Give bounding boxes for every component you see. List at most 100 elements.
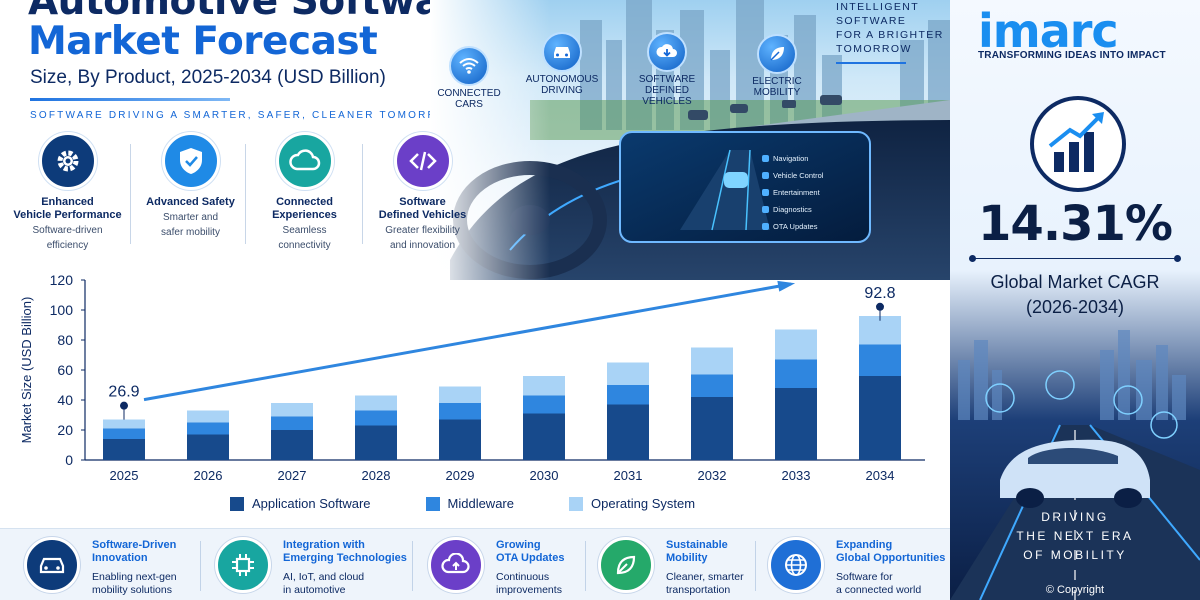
bar-segment bbox=[775, 359, 817, 388]
screen-menu-item: Entertainment bbox=[762, 184, 842, 201]
bar-segment bbox=[691, 347, 733, 375]
bar-segment bbox=[859, 376, 901, 460]
bar-segment bbox=[607, 385, 649, 405]
cloud-icon bbox=[275, 132, 334, 190]
shield-check-icon bbox=[161, 132, 220, 190]
car-icon bbox=[542, 32, 582, 72]
intel-divider bbox=[836, 62, 906, 64]
page-subtitle: Size, By Product, 2025-2034 (USD Billion… bbox=[30, 67, 386, 88]
hero-fade bbox=[430, 0, 550, 280]
bar-segment bbox=[103, 428, 145, 439]
legend-swatch bbox=[569, 496, 583, 511]
screen-menu-item: Navigation bbox=[762, 150, 842, 167]
y-tick-label: 60 bbox=[57, 362, 73, 378]
bar-segment bbox=[187, 422, 229, 435]
gear-icon bbox=[38, 132, 97, 190]
annotation-label: 26.9 bbox=[108, 384, 139, 401]
bar-segment bbox=[355, 410, 397, 426]
hero-feature-connected-cars: CONNECTED CARS bbox=[424, 46, 514, 110]
x-tick-label: 2028 bbox=[362, 468, 391, 483]
code-icon bbox=[393, 132, 452, 190]
highlight-software-driven-innovation: Software-Driven Innovation Enabling next-… bbox=[24, 535, 204, 597]
feature-software-defined-vehicles: Software Defined Vehicles Greater flexib… bbox=[365, 132, 480, 252]
highlight-divider bbox=[585, 541, 586, 591]
market-forecast-chart: 0 20 40 60 80 100 120 Market Size (USD Billion)… bbox=[0, 262, 950, 527]
x-tick-label: 2032 bbox=[698, 468, 727, 483]
driving-next-era-text: DRIVING THE NEXT ERA OF MOBILITY bbox=[1016, 510, 1134, 562]
screen-menu-item: OTA Updates bbox=[762, 218, 842, 235]
copyright-text: © Copyright bbox=[1045, 584, 1105, 596]
x-tick-label: 2027 bbox=[278, 468, 307, 483]
x-tick-label: 2029 bbox=[446, 468, 475, 483]
car-icon bbox=[24, 537, 80, 593]
bar-segment bbox=[271, 416, 313, 430]
bar-segment bbox=[523, 395, 565, 414]
highlight-divider bbox=[200, 541, 201, 591]
bar-segment bbox=[271, 430, 313, 460]
highlight-emerging-technologies: Integration with Emerging Technologies AI… bbox=[215, 535, 407, 597]
legend-swatch bbox=[230, 496, 244, 511]
page-title-line2: Market Forecast bbox=[28, 19, 378, 64]
cloud-download-icon bbox=[647, 32, 687, 72]
hero-feature-autonomous-driving: AUTONOMOUS DRIVING bbox=[517, 32, 607, 96]
trend-arrow-head bbox=[777, 280, 796, 292]
leaf-icon bbox=[757, 34, 797, 74]
cloud-upload-icon bbox=[428, 537, 484, 593]
bar-segment bbox=[775, 329, 817, 360]
annotation-dot bbox=[120, 401, 128, 410]
legend-item-operating-system: Operating System bbox=[569, 496, 695, 511]
x-tick-label: 2025 bbox=[110, 468, 139, 483]
screen-menu-item: Vehicle Control bbox=[762, 167, 842, 184]
highlight-divider bbox=[412, 541, 413, 591]
bar-segment bbox=[103, 419, 145, 429]
bar-segment bbox=[859, 344, 901, 376]
bar-segment bbox=[355, 425, 397, 460]
y-tick-label: 40 bbox=[57, 392, 73, 408]
page-title-line1: Automotive Software bbox=[28, 0, 486, 24]
logo-tagline: TRANSFORMING IDEAS INTO IMPACT bbox=[978, 50, 1166, 61]
highlight-ota-updates: Growing OTA Updates Continuous improvement… bbox=[428, 535, 598, 597]
annotation-dot bbox=[876, 302, 884, 311]
feature-divider bbox=[245, 144, 246, 244]
bar-segment bbox=[439, 386, 481, 403]
bar-segment bbox=[355, 395, 397, 411]
bar-segment bbox=[523, 376, 565, 396]
bottom-highlights: Software-Driven Innovation Enabling next-… bbox=[0, 528, 950, 600]
bar-segment bbox=[439, 403, 481, 420]
x-tick-label: 2026 bbox=[194, 468, 223, 483]
legend-swatch bbox=[425, 496, 440, 511]
cagr-divider bbox=[969, 255, 1181, 262]
bar-segment bbox=[775, 388, 817, 460]
y-tick-label: 80 bbox=[57, 332, 73, 348]
y-tick-label: 100 bbox=[50, 302, 74, 318]
dashboard-screen-menu: Navigation Vehicle Control Entertainment… bbox=[762, 150, 842, 235]
highlight-global-opportunities: Expanding Global Opportunities Software f… bbox=[768, 535, 948, 597]
globe-icon bbox=[768, 537, 824, 593]
car-dashboard-image bbox=[450, 120, 950, 280]
feature-connected-experiences: Connected Experiences Seamless connectiv… bbox=[247, 132, 362, 252]
legend-item-application-software: Application Software bbox=[230, 496, 371, 511]
bar-segment bbox=[691, 374, 733, 397]
chart-legend: Application Software Middleware Operatin… bbox=[230, 496, 695, 511]
x-tick-label: 2033 bbox=[782, 468, 811, 483]
legend-item-middleware: Middleware bbox=[425, 496, 514, 511]
y-tick-label: 0 bbox=[65, 452, 73, 468]
bar-segment bbox=[439, 419, 481, 460]
right-panel: imarc TRANSFORMING IDEAS INTO IMPACT 14.… bbox=[950, 0, 1200, 600]
bar-segment bbox=[187, 410, 229, 423]
growth-chart-icon bbox=[1030, 96, 1126, 192]
bar-segment bbox=[607, 404, 649, 460]
feature-divider bbox=[362, 144, 363, 244]
hero-feature-software-defined-vehicles: SOFTWARE DEFINED VEHICLES bbox=[622, 32, 712, 107]
x-tick-label: 2031 bbox=[614, 468, 643, 483]
y-axis-label: Market Size (USD Billion) bbox=[19, 297, 34, 444]
cagr-value: 14.31% bbox=[978, 196, 1173, 252]
feature-advanced-safety: Advanced Safety Smarter and safer mobili… bbox=[133, 132, 248, 239]
bar-segment bbox=[103, 439, 145, 460]
tagline: SOFTWARE DRIVING A SMARTER, SAFER, CLEAN… bbox=[30, 110, 459, 121]
feature-row: Enhanced Vehicle Performance Software-dr… bbox=[10, 132, 466, 252]
bar-segment bbox=[523, 413, 565, 460]
highlight-divider bbox=[755, 541, 756, 591]
y-tick-label: 20 bbox=[57, 422, 73, 438]
x-tick-label: 2030 bbox=[530, 468, 559, 483]
